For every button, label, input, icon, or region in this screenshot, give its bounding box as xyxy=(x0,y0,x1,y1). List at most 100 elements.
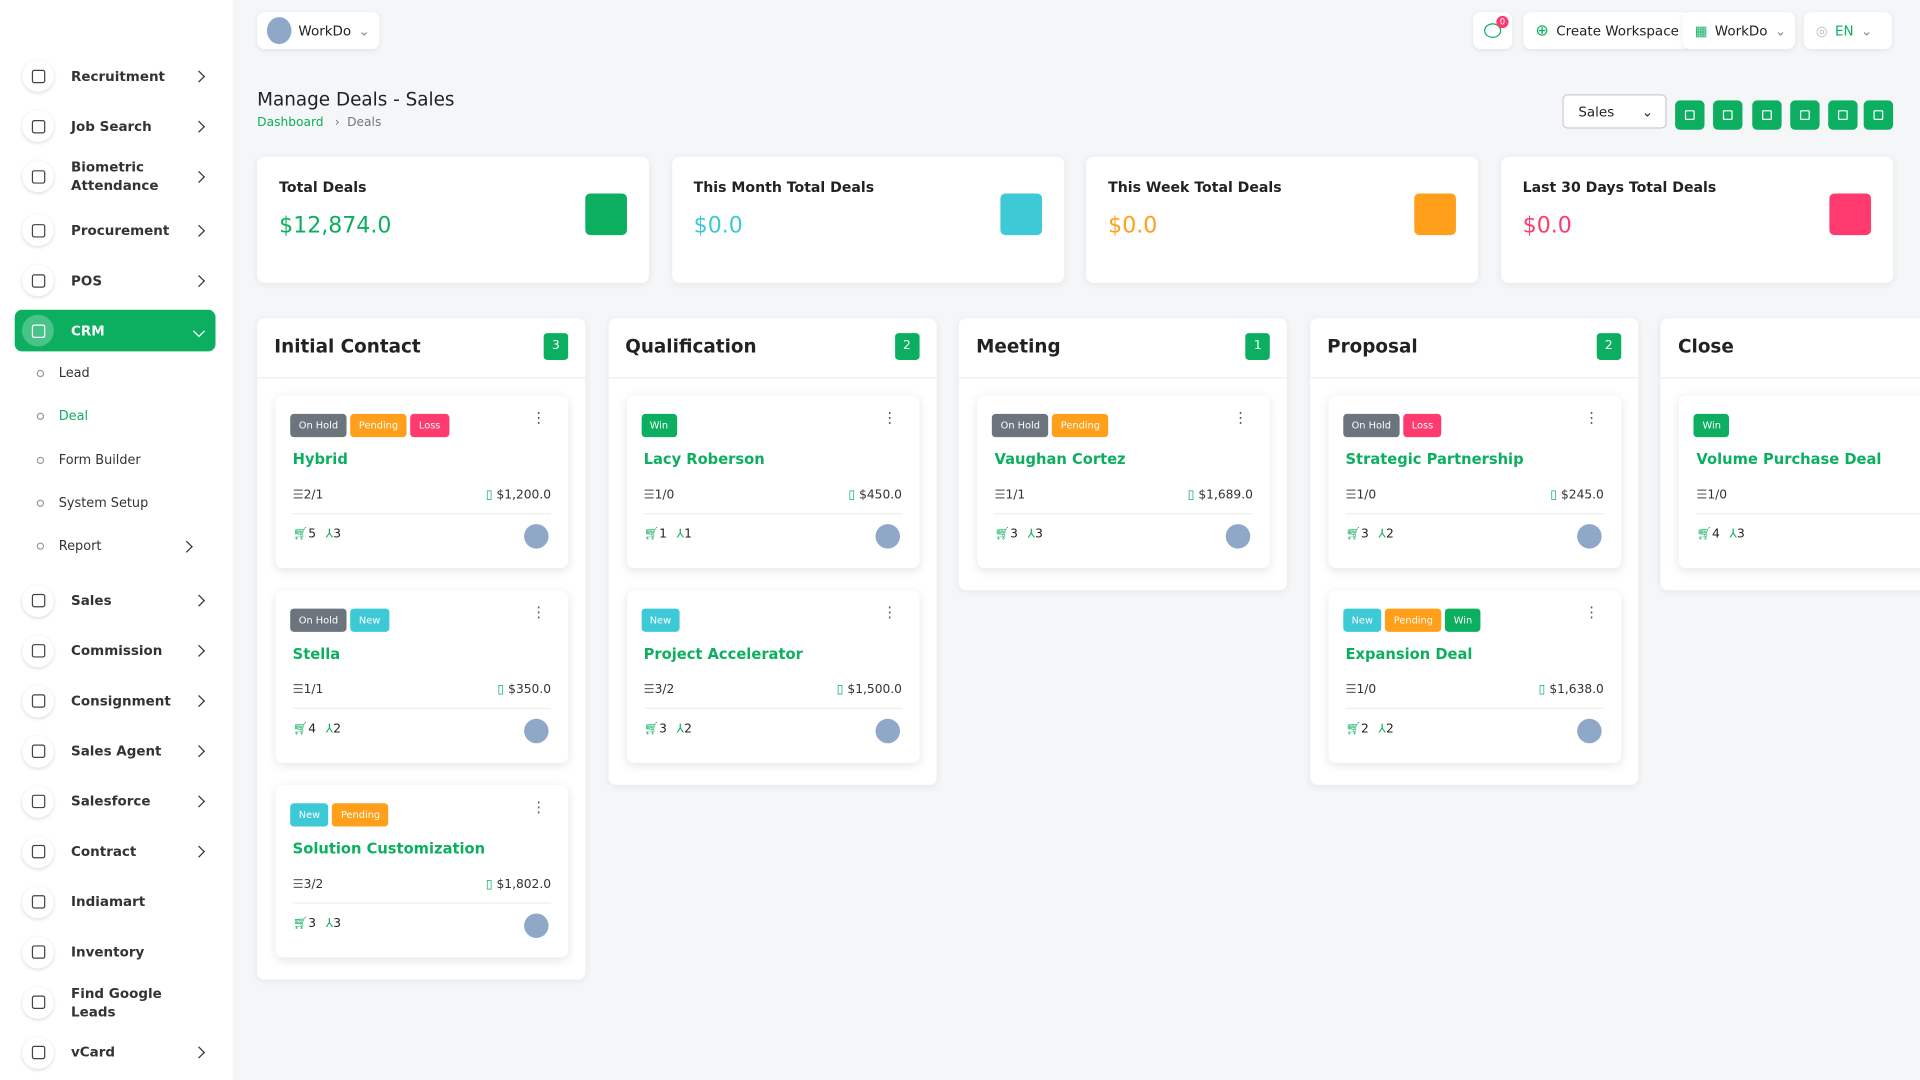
action-button[interactable] xyxy=(1713,100,1743,130)
menu-item[interactable]: Sales Agent xyxy=(15,734,216,768)
deal-card[interactable]: New Pending Win ⋮ Expansion Deal ☰1/0 ▯ $1,638… xyxy=(1328,590,1621,763)
deal-title[interactable]: Volume Purchase Deal xyxy=(1696,450,1882,468)
menu-item[interactable]: vCard xyxy=(15,1035,216,1069)
add-button[interactable] xyxy=(1863,100,1894,130)
deal-card[interactable]: New ⋮ Project Accelerator ☰3/2 ▯ $1,500.0 🛒︎3… xyxy=(626,590,920,763)
deal-title[interactable]: Project Accelerator xyxy=(643,645,803,663)
deal-title[interactable]: Solution Customization xyxy=(292,840,486,858)
tasks: ☰2/1 xyxy=(292,488,324,503)
menu-item[interactable]: Sales xyxy=(15,583,216,617)
menu-arrow xyxy=(192,224,206,237)
menu-item[interactable]: Job Search xyxy=(15,109,216,143)
submenu-item[interactable]: Form Builder xyxy=(37,448,204,472)
column-divider xyxy=(1309,377,1639,379)
column-title: Proposal xyxy=(1327,335,1418,358)
amount: ▯ $1,500.0 xyxy=(836,683,902,697)
workspace-switcher[interactable]: WorkDo ⌄ xyxy=(257,12,380,49)
deal-card[interactable]: New Pending ⋮ Solution Customization ☰3/2 ▯ $… xyxy=(275,784,569,958)
menu-arrow xyxy=(192,594,206,607)
card-menu[interactable]: ⋮ xyxy=(882,603,898,621)
deal-card[interactable]: Win⋮Volume Purchase Deal☰1/0🛒︎4⅄3 xyxy=(1679,395,1920,569)
card-menu[interactable]: ⋮ xyxy=(1584,408,1599,427)
pipeline-value: Sales xyxy=(1578,104,1615,121)
menu-item[interactable]: Contract xyxy=(15,834,216,868)
menu-item[interactable]: Commission xyxy=(15,634,216,668)
card-menu[interactable]: ⋮ xyxy=(531,603,547,621)
card-divider xyxy=(1696,513,1920,515)
products: 🛒︎4 xyxy=(1696,527,1720,542)
breadcrumb-link[interactable]: Dashboard xyxy=(257,116,324,130)
menu-icon xyxy=(22,936,54,968)
submenu-item[interactable]: Deal xyxy=(37,404,204,428)
menu-icon xyxy=(22,314,54,347)
deal-title[interactable]: Vaughan Cortez xyxy=(994,450,1126,468)
menu-item[interactable]: Find Google Leads xyxy=(15,985,216,1019)
submenu-item[interactable]: Lead xyxy=(37,361,204,385)
notifications[interactable]: 0 xyxy=(1473,12,1513,49)
menu-item[interactable]: Salesforce xyxy=(15,784,216,818)
stat-label: Total Deals xyxy=(279,178,367,196)
card-menu[interactable]: ⋮ xyxy=(1584,603,1599,621)
pipeline-select[interactable]: Sales ⌄ xyxy=(1562,94,1667,129)
create-workspace[interactable]: ⊕ Create Workspace xyxy=(1523,12,1692,49)
menu-item[interactable]: Recruitment xyxy=(15,59,216,93)
tasks-value: 1/1 xyxy=(1005,488,1026,503)
sources-value: 3 xyxy=(1035,527,1043,542)
deal-card[interactable]: On Hold New ⋮ Stella ☰1/1 ▯ $350.0 🛒︎4 ⅄2 xyxy=(275,590,569,763)
menu-item[interactable]: Inventory xyxy=(15,935,216,969)
deal-card[interactable]: On Hold Loss ⋮ Strategic Partnership ☰1/0 ▯ $… xyxy=(1328,395,1621,569)
column-divider xyxy=(959,377,1288,379)
column-count: 3 xyxy=(543,333,569,361)
menu-arrow xyxy=(192,795,206,808)
card-menu[interactable]: ⋮ xyxy=(882,408,898,427)
deal-title[interactable]: Hybrid xyxy=(292,450,348,468)
menu-icon xyxy=(22,110,54,143)
stat-value: $0.0 xyxy=(1522,213,1572,239)
sources: ⅄2 xyxy=(1378,722,1394,736)
deal-card[interactable]: On Hold Pending Loss ⋮ Hybrid ☰2/1 ▯ $1,200.0 🛒… xyxy=(275,395,569,569)
deal-card[interactable]: Win ⋮ Lacy Roberson ☰1/0 ▯ $450.0 🛒︎1 ⅄1 xyxy=(626,395,920,569)
menu-item[interactable]: Biometric Attendance xyxy=(15,159,216,193)
breadcrumb-current: Deals xyxy=(347,116,382,130)
amount-value: $245.0 xyxy=(1560,488,1604,503)
menu-icon xyxy=(22,634,54,667)
deal-title[interactable]: Strategic Partnership xyxy=(1345,450,1524,468)
sources: ⅄2 xyxy=(676,722,692,736)
stat-label: This Month Total Deals xyxy=(693,178,875,196)
action-button[interactable] xyxy=(1828,100,1858,130)
action-button[interactable] xyxy=(1790,100,1820,130)
menu-item[interactable]: Procurement xyxy=(15,213,216,247)
menu-icon xyxy=(22,735,54,768)
menu-item[interactable]: Consignment xyxy=(15,684,216,718)
action-button[interactable] xyxy=(1752,100,1782,130)
badges: On Hold Pending xyxy=(992,410,1112,438)
badges: New Pending xyxy=(290,800,392,827)
amount: ▯ $450.0 xyxy=(848,488,902,503)
menu-item[interactable]: POS xyxy=(15,263,216,297)
menu-item[interactable]: Indiamart xyxy=(15,885,216,919)
action-button[interactable] xyxy=(1675,100,1705,130)
column-divider xyxy=(608,377,937,379)
workspace-logo xyxy=(266,17,292,45)
status-badge: On Hold xyxy=(290,608,347,632)
deal-title[interactable]: Stella xyxy=(292,645,341,663)
stat-icon xyxy=(585,193,627,236)
products: 🛒︎1 xyxy=(643,527,667,542)
submenu-label: Deal xyxy=(58,409,89,425)
deal-card[interactable]: On Hold Pending ⋮ Vaughan Cortez ☰1/1 ▯ $1,68… xyxy=(977,395,1271,569)
card-menu[interactable]: ⋮ xyxy=(1233,408,1248,427)
menu-label: Salesforce xyxy=(71,793,151,810)
sources: ⅄3 xyxy=(1729,527,1745,542)
chat-icon xyxy=(1484,23,1502,38)
submenu-item[interactable]: Report xyxy=(37,534,204,558)
submenu-item[interactable]: System Setup xyxy=(37,491,204,515)
language[interactable]: ◎ EN ⌄ xyxy=(1803,12,1892,49)
menu-item[interactable]: CRM xyxy=(14,309,216,352)
deal-title[interactable]: Lacy Roberson xyxy=(643,450,765,468)
deal-title[interactable]: Expansion Deal xyxy=(1345,645,1473,663)
card-menu[interactable]: ⋮ xyxy=(531,798,547,816)
stat-card: Last 30 Days Total Deals $0.0 xyxy=(1500,156,1893,283)
card-menu[interactable]: ⋮ xyxy=(531,408,547,427)
column-divider xyxy=(1660,377,1920,379)
workspace-menu[interactable]: ▦ WorkDo ⌄ xyxy=(1682,12,1796,49)
